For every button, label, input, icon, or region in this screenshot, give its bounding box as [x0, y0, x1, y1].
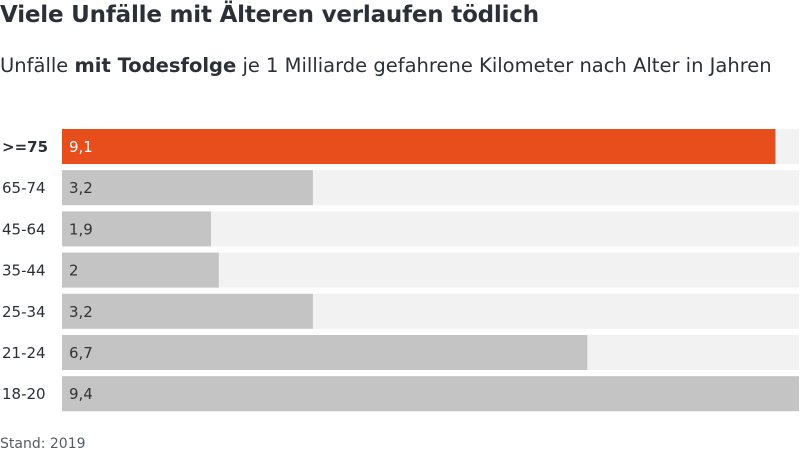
bar-age-18-20 [62, 376, 799, 412]
bar-age-25-34 [62, 293, 313, 329]
value-label-age-25-34: 3,2 [69, 303, 93, 321]
category-label-age-35-44: 35-44 [2, 262, 46, 280]
category-label-age-21-24: 21-24 [2, 344, 46, 362]
bar-age-35-44 [62, 252, 219, 288]
category-label-age-25-34: 25-34 [2, 303, 46, 321]
category-label-age-18-20: 18-20 [2, 385, 46, 403]
category-label-age-45-64: 45-64 [2, 220, 46, 238]
value-label-age-45-64: 1,9 [69, 220, 93, 238]
subtitle-text-start: Unfälle [0, 54, 75, 77]
value-label-age-35-44: 2 [69, 262, 79, 280]
value-label-age-18-20: 9,4 [69, 385, 93, 403]
category-label-age-65-74: 65-74 [2, 179, 46, 197]
source-note: Stand: 2019 [0, 436, 86, 452]
value-label-age-65-74: 3,2 [69, 179, 93, 197]
bar-age-65-74 [62, 170, 313, 206]
bar-age-45-64 [62, 211, 211, 247]
subtitle-text-emphasis: mit Todesfolge [74, 54, 237, 77]
bar-age-75 [62, 129, 776, 164]
bar-chart: >=75 9,1 65-74 3,2 45-64 1,9 35-44 2 25-34 3,2 21-… [2, 129, 799, 412]
value-label-age-75: 9,1 [69, 138, 93, 156]
chart-subtitle: Unfälle mit Todesfolge je 1 Milliarde ge… [0, 50, 790, 82]
category-label-age-75: >=75 [2, 138, 48, 156]
bar-age-21-24 [62, 335, 588, 370]
chart-title: Viele Unfälle mit Älteren verlaufen tödl… [0, 2, 539, 28]
value-label-age-21-24: 6,7 [69, 344, 93, 362]
subtitle-text-end: je 1 Milliarde gefahrene Kilometer nach … [236, 54, 772, 77]
